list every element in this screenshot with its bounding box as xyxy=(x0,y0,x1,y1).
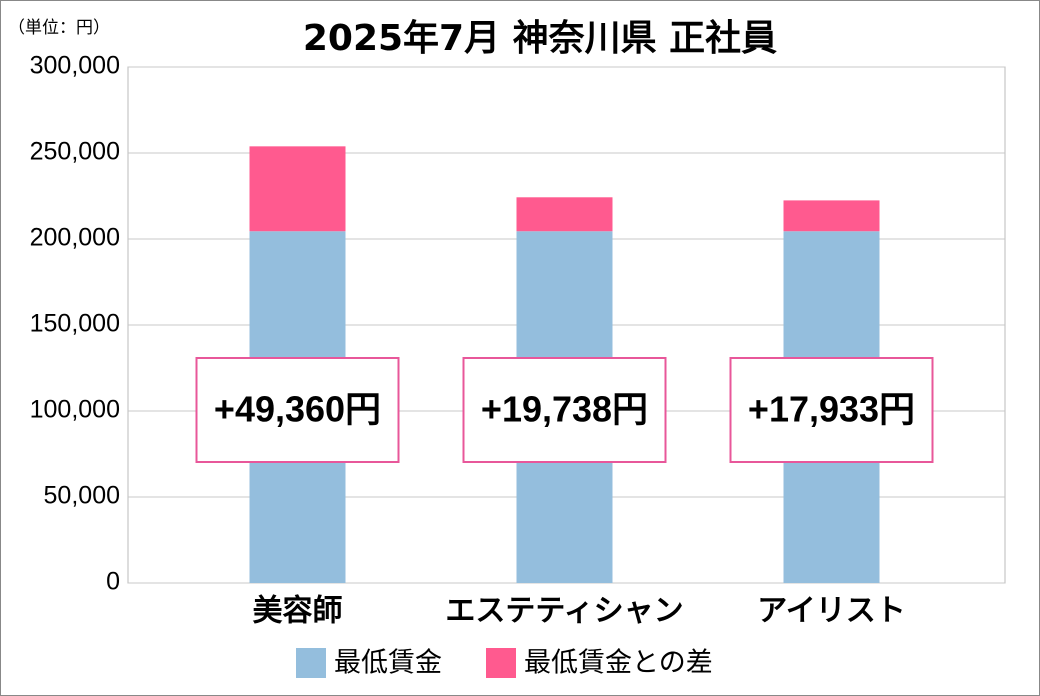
legend-swatch xyxy=(296,648,326,678)
value-label: +19,738円 xyxy=(481,389,648,430)
bar-segment xyxy=(783,200,880,232)
y-tick-label: 150,000 xyxy=(30,310,120,338)
bar-segment xyxy=(516,197,613,232)
y-tick-label: 100,000 xyxy=(30,396,120,424)
value-label-box xyxy=(462,357,667,463)
unit-label: （単位：円） xyxy=(8,18,110,38)
x-tick-label: 美容師 xyxy=(253,594,343,629)
value-label-box xyxy=(195,357,400,463)
y-tick-label: 300,000 xyxy=(30,52,120,80)
value-label: +49,360円 xyxy=(214,389,381,430)
legend-swatch xyxy=(486,648,516,678)
chart-title: 2025年7月 神奈川県 正社員 xyxy=(303,18,777,59)
y-tick-label: 0 xyxy=(106,568,120,596)
value-label: +17,933円 xyxy=(748,389,915,430)
x-tick-label: エステティシャン xyxy=(445,594,683,629)
legend-label: 最低賃金 xyxy=(334,648,442,679)
y-tick-label: 200,000 xyxy=(30,224,120,252)
legend-label: 最低賃金との差 xyxy=(524,648,713,679)
y-tick-label: 50,000 xyxy=(44,482,120,510)
y-tick-label: 250,000 xyxy=(30,138,120,166)
bar-segment xyxy=(249,146,346,232)
x-tick-label: アイリスト xyxy=(757,594,906,629)
value-label-box xyxy=(729,357,934,463)
